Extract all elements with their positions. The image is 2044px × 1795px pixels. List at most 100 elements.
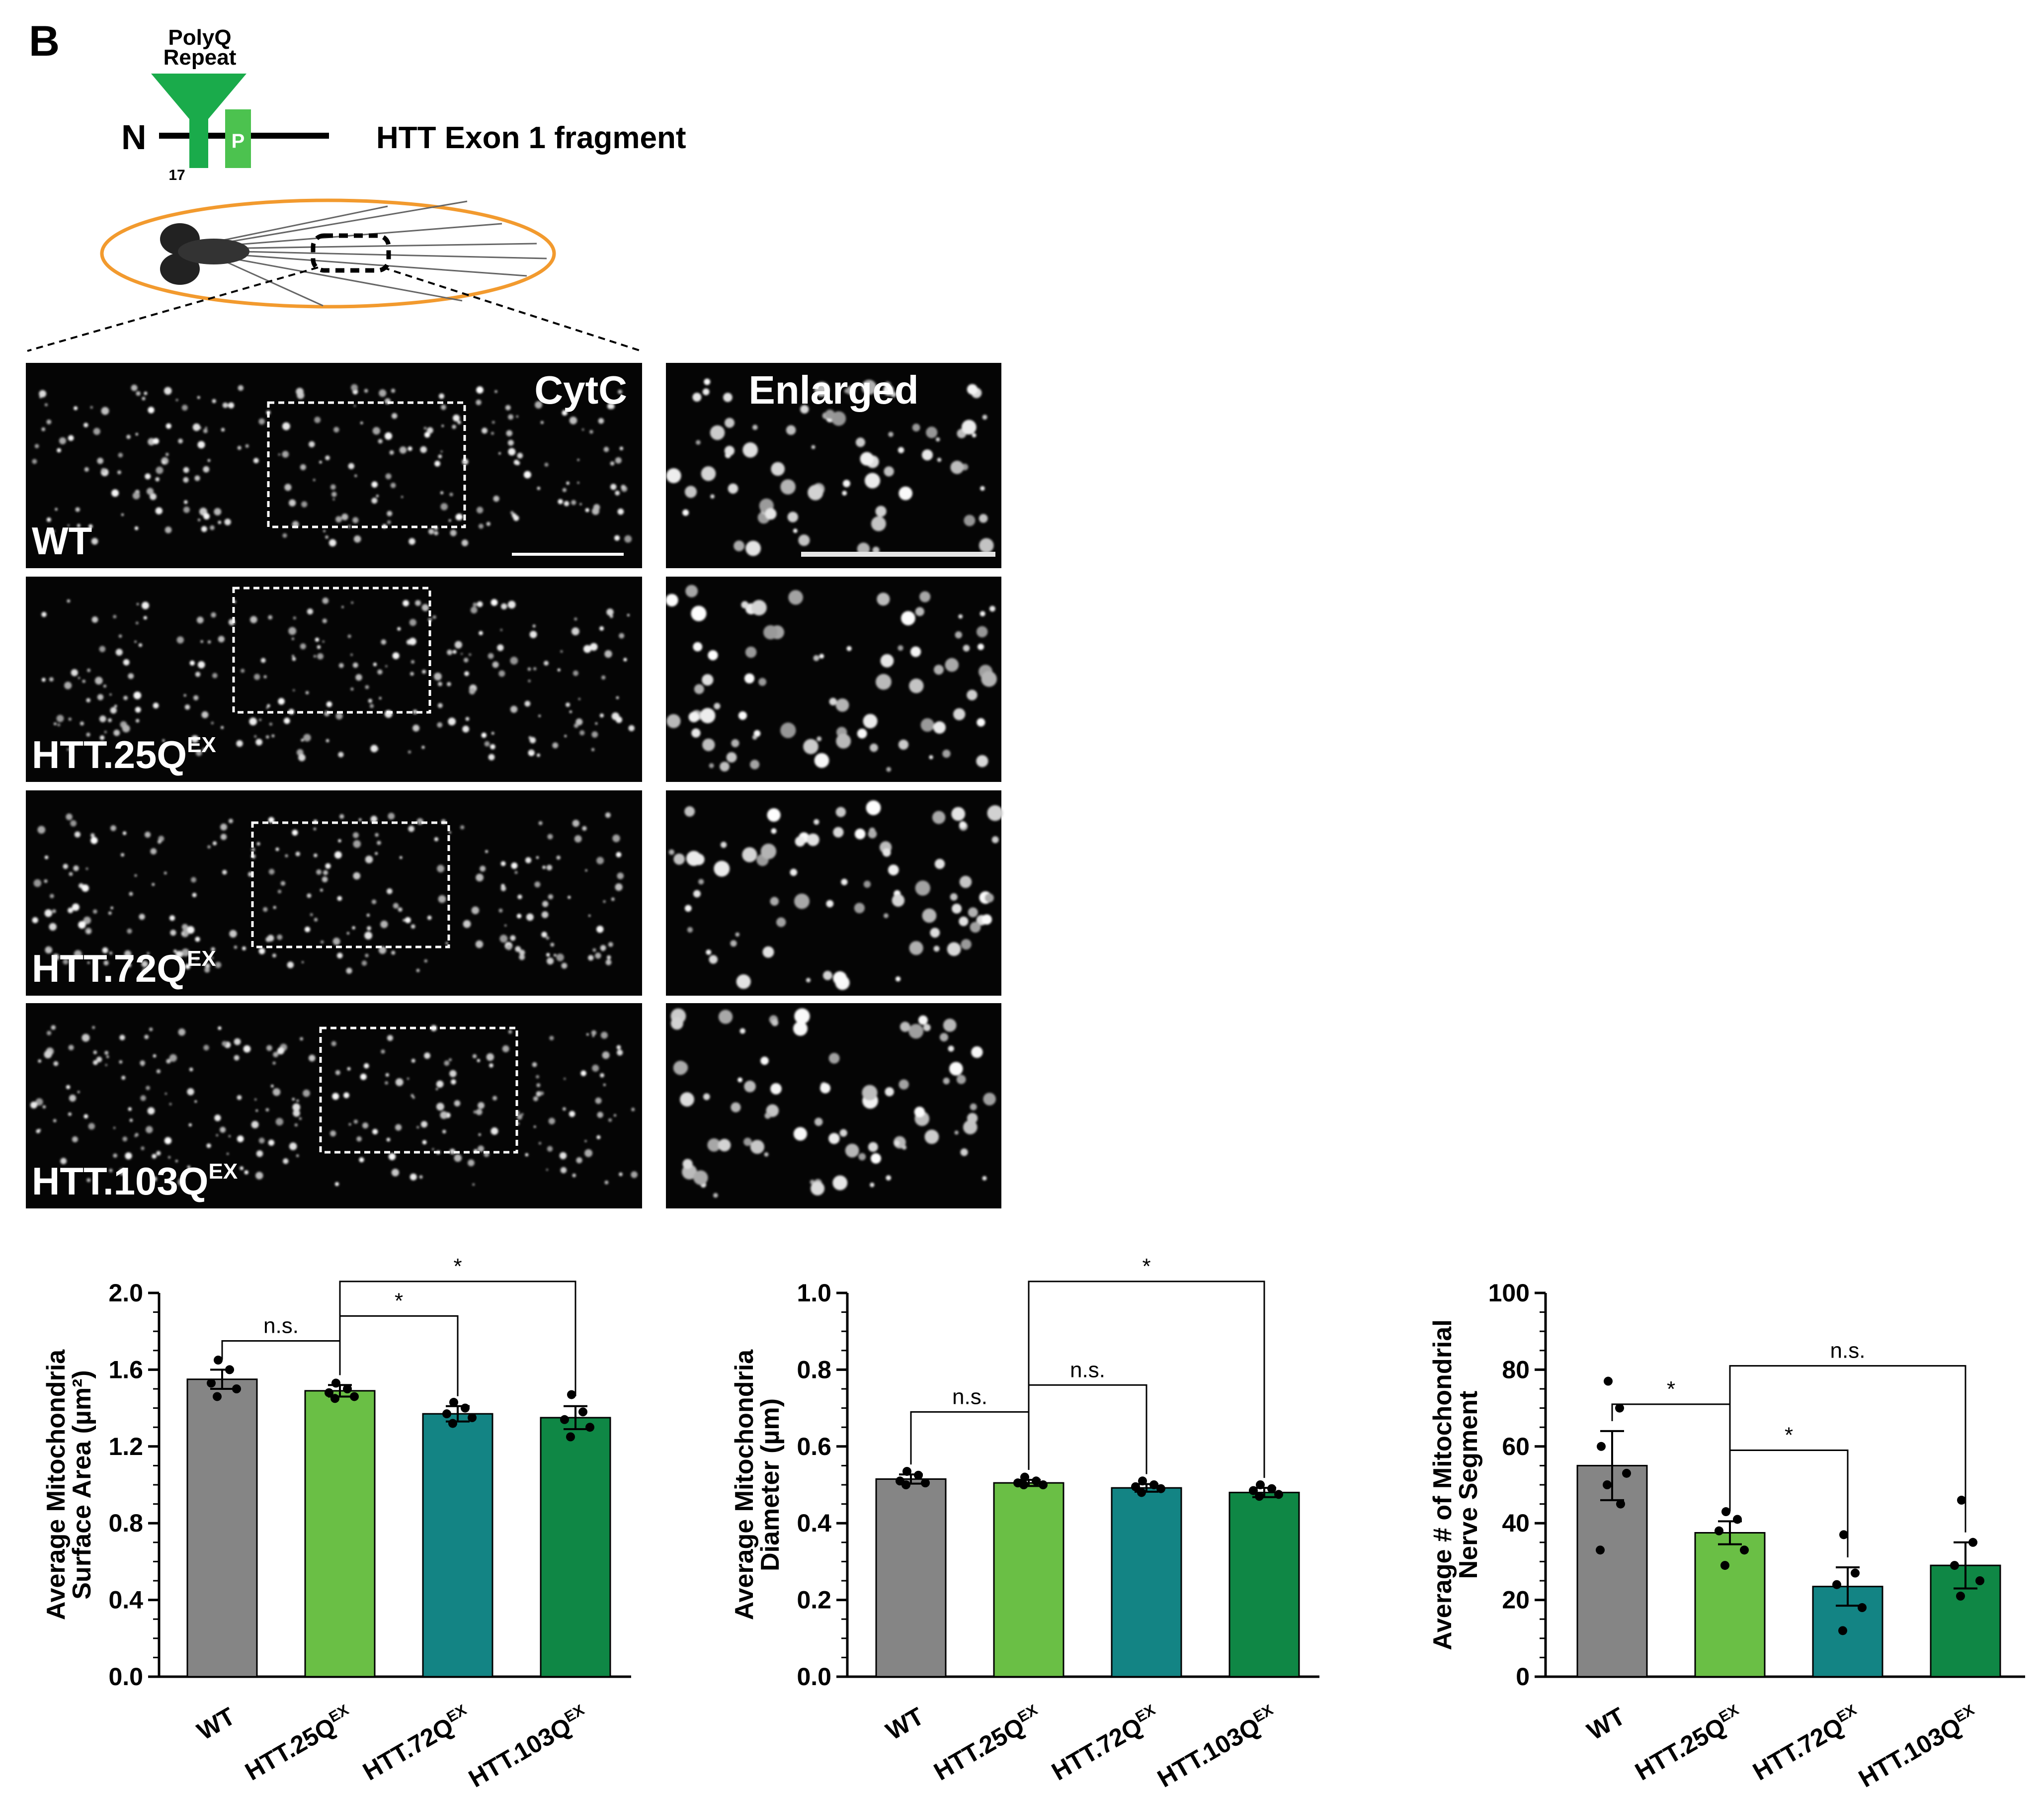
micrograph-enlarged-image: [666, 577, 1001, 782]
data-point: [901, 1480, 910, 1489]
enlarged-region-box: [319, 1026, 518, 1154]
micrograph-enlarged-image: [666, 1003, 1001, 1208]
significance-bracket: n.s.: [910, 1384, 1030, 1470]
enlarged-region-box: [232, 587, 431, 714]
position-17-label: 17: [168, 167, 185, 183]
significance-label: n.s.: [263, 1314, 299, 1338]
x-tick-label: WT: [1582, 1702, 1630, 1745]
micrograph-image: [26, 363, 642, 568]
data-point: [1740, 1545, 1749, 1555]
data-point: [1019, 1480, 1028, 1489]
data-point: [213, 1392, 222, 1401]
data-point: [578, 1407, 587, 1417]
data-point: [1968, 1538, 1977, 1547]
significance-label: n.s.: [1070, 1358, 1105, 1382]
significance-label: *: [453, 1254, 462, 1279]
y-tick-label: 0: [1516, 1663, 1530, 1691]
x-tick-label: HTT.25QEX: [240, 1702, 357, 1786]
data-point: [566, 1432, 575, 1442]
data-point: [1838, 1626, 1847, 1635]
polyq-stem: [189, 113, 208, 168]
data-point: [1733, 1515, 1742, 1524]
x-tick-label: HTT.72QEX: [1748, 1702, 1865, 1786]
significance-label: *: [1142, 1254, 1150, 1279]
data-point: [1249, 1486, 1258, 1495]
micrograph-row: HTT.25QEX: [26, 577, 1001, 782]
x-tick-label: WT: [881, 1702, 928, 1745]
proline-box: [225, 109, 251, 168]
data-point: [1131, 1482, 1140, 1491]
chart-surface-area: 0.0 0.4 0.8 1.2 1.6 2.0 Average MitochondriaSu…: [42, 1254, 631, 1793]
significance-label: *: [1667, 1377, 1675, 1401]
x-tick-label: HTT.103QEX: [464, 1702, 593, 1793]
genotype-label: HTT.103QEX: [32, 1159, 238, 1203]
construct-schematic: PolyQ Repeat P N 17 HTT Exon 1 fragment: [121, 25, 686, 183]
mitochondria-puncta-enlarged: [670, 1008, 996, 1198]
mitochondria-puncta-enlarged: [666, 378, 994, 556]
data-point: [448, 1419, 457, 1428]
data-point: [1956, 1591, 1965, 1601]
ventral-nerve-cord: [178, 239, 249, 264]
bar: [1228, 1491, 1300, 1678]
y-tick-label: 0.0: [108, 1663, 143, 1691]
data-point: [1622, 1468, 1631, 1478]
micrograph-row: HTT.72QEX: [26, 790, 1003, 996]
micrograph-image: [26, 577, 642, 782]
y-tick-label: 0.4: [108, 1586, 143, 1614]
genotype-label: HTT.25QEX: [32, 733, 216, 776]
data-point: [350, 1392, 359, 1401]
micrograph-row: WT CytC Enlarged: [26, 363, 1001, 568]
data-point: [1839, 1530, 1848, 1539]
data-point: [1957, 1495, 1966, 1505]
bar: [1111, 1487, 1182, 1678]
significance-bracket: n.s.: [221, 1314, 341, 1375]
genotype-label: WT: [32, 519, 92, 563]
micrograph-enlarged-image: [666, 790, 1001, 996]
data-point: [225, 1365, 234, 1374]
bar: [304, 1390, 376, 1678]
y-axis-label-line1: Average Mitochondria: [42, 1349, 71, 1620]
enlarged-region-box: [267, 401, 466, 528]
significance-bracket: n.s.: [1028, 1358, 1147, 1474]
mitochondria-puncta-enlarged: [665, 585, 997, 772]
y-tick-label: 40: [1502, 1509, 1530, 1537]
data-point: [567, 1390, 576, 1399]
data-point: [1950, 1561, 1959, 1570]
data-point: [1039, 1480, 1048, 1489]
y-tick-label: 80: [1502, 1356, 1530, 1383]
x-tick-label: HTT.103QEX: [1854, 1702, 1983, 1793]
polyq-label-line1: PolyQ: [168, 25, 231, 50]
data-point: [902, 1466, 911, 1476]
significance-label: n.s.: [952, 1384, 987, 1409]
y-tick-label: 1.2: [108, 1433, 143, 1460]
data-point: [1596, 1545, 1605, 1555]
data-point: [1149, 1480, 1158, 1489]
construct-label: HTT Exon 1 fragment: [376, 121, 686, 155]
y-tick-label: 0.2: [797, 1586, 831, 1614]
data-point: [921, 1478, 930, 1488]
chart-diameter: 0.0 0.2 0.4 0.6 0.8 1.0 Average MitochondriaDi…: [730, 1254, 1319, 1793]
bar: [540, 1417, 611, 1678]
genotype-label: HTT.72QEX: [32, 946, 216, 990]
data-point: [468, 1413, 477, 1422]
mitochondria-puncta-enlarged: [668, 800, 1003, 990]
data-point: [232, 1384, 241, 1393]
data-point: [1267, 1484, 1276, 1493]
polyq-triangle: [151, 74, 246, 130]
y-axis-label-line2: Diameter (µm): [756, 1398, 785, 1571]
data-point: [214, 1356, 223, 1365]
enlarged-label: Enlarged: [748, 368, 918, 412]
enlarged-region-box: [251, 821, 450, 948]
x-tick-label: HTT.72QEX: [358, 1702, 475, 1786]
data-point: [330, 1394, 339, 1403]
proline-label: P: [232, 130, 245, 152]
significance-bracket: *: [339, 1254, 576, 1396]
mitochondria-puncta: [32, 812, 624, 974]
y-axis-label-line2: Surface Area (µm²): [68, 1370, 96, 1600]
data-point: [1255, 1492, 1264, 1501]
bar: [875, 1478, 947, 1678]
data-point: [1020, 1472, 1029, 1482]
data-point: [1851, 1568, 1860, 1578]
data-point: [1616, 1499, 1625, 1509]
data-point: [1615, 1403, 1624, 1413]
